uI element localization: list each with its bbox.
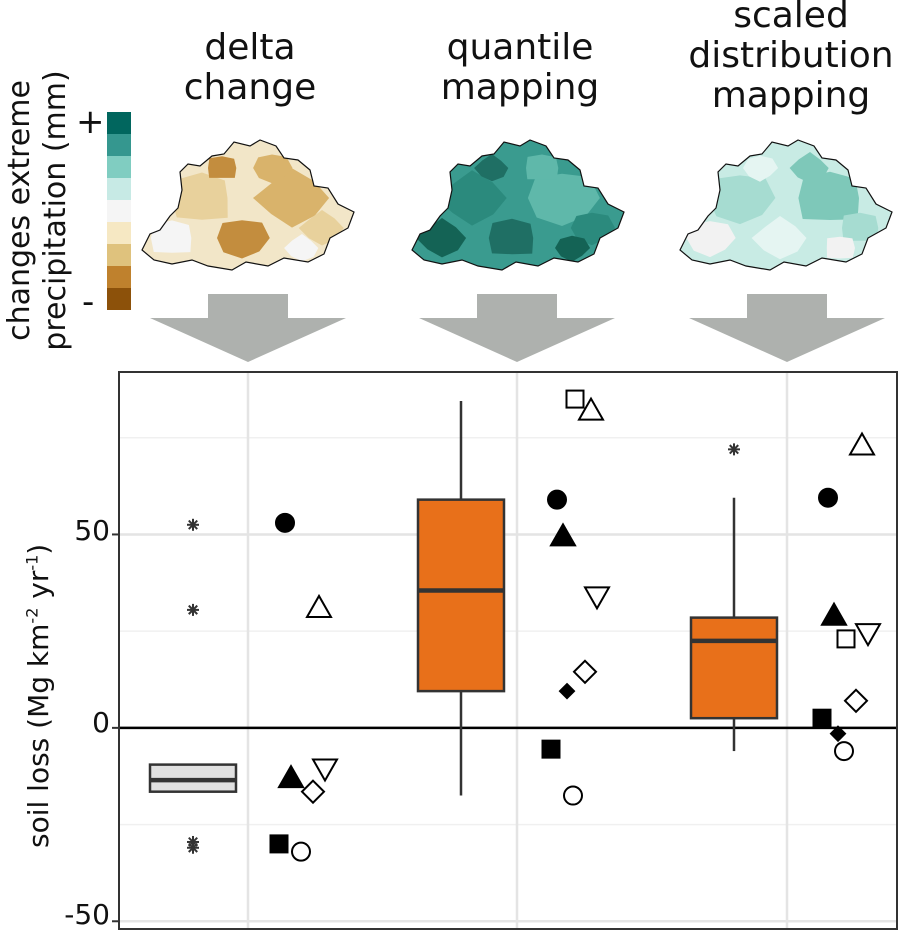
model-point-triangle-down-open (311, 758, 339, 783)
down-arrow (689, 294, 885, 362)
colorbar (107, 112, 131, 310)
colorbar-swatch (107, 288, 131, 310)
model-point-triangle-open (848, 431, 876, 456)
model-point-triangle-open (577, 396, 605, 421)
outlier-star (187, 841, 199, 854)
box (689, 616, 779, 720)
basin-patch (435, 170, 507, 226)
basin-patch (798, 171, 859, 220)
model-point-circle-open (291, 841, 311, 862)
y-tick-label-50: 50 (74, 514, 110, 547)
colorbar-swatch (107, 222, 131, 244)
plot-frame (118, 371, 898, 930)
model-point-triangle-filled (549, 522, 577, 547)
basin-patch (217, 220, 270, 259)
model-point-diamond-filled (558, 682, 576, 700)
colorbar-swatch (107, 112, 131, 134)
y-axis-label: soil loss (Mg km-2 yr-1) (22, 543, 55, 848)
outlier-stroke (188, 604, 198, 615)
method-title-delta-change: delta change (183, 27, 317, 108)
method-title-quantile-mapping: quantile mapping (440, 27, 600, 108)
model-point-circle-filled (275, 512, 295, 533)
outlier-stroke (188, 842, 198, 853)
colorbar-swatch (107, 178, 131, 200)
basin-patch (208, 156, 237, 178)
y-tick-label-minus-50: -50 (64, 898, 110, 931)
colorbar-label: changes extreme precipitation (mm) (2, 70, 73, 351)
basin-patch (284, 234, 319, 262)
model-point-square-filled (541, 739, 561, 759)
model-point-square-open (565, 389, 585, 409)
arrows (150, 294, 885, 362)
basin-patch (789, 152, 829, 184)
basin-outline (141, 139, 355, 271)
model-point-triangle-filled (277, 764, 305, 789)
box (416, 498, 506, 693)
colorbar-swatch (107, 134, 131, 156)
colorbar-swatch (107, 156, 131, 178)
basin-outline (411, 139, 625, 271)
outlier-stroke (729, 444, 739, 455)
colorbar-swatch (107, 200, 131, 222)
model-point-circle-open (563, 785, 583, 806)
colorbar-minus-sign: - (82, 282, 95, 322)
basin-patch (416, 218, 467, 258)
colorbar-swatch (107, 244, 131, 266)
basin-patch (526, 154, 559, 180)
maps (141, 139, 893, 271)
down-arrow (419, 294, 615, 362)
model-point-circle-open (834, 741, 854, 762)
basin-patch (474, 154, 509, 182)
basin-outline (679, 139, 893, 271)
colorbar-swatch (107, 266, 131, 288)
y-tick-label-0: 0 (92, 706, 110, 739)
basin-patch (686, 221, 736, 258)
model-point-triangle-open (305, 593, 333, 618)
model-point-diamond-filled (829, 725, 847, 743)
plot-area (112, 371, 898, 930)
basin-patch (743, 155, 779, 182)
method-title-scaled-distribution-mapping: scaled distribution mapping (688, 0, 894, 116)
outlier-star (728, 443, 740, 456)
basin-map (679, 139, 893, 271)
model-point-triangle-filled (820, 601, 848, 626)
down-arrow (150, 294, 346, 362)
model-point-circle-filled (818, 487, 838, 508)
model-point-square-filled (269, 834, 289, 854)
basin-patch (826, 236, 855, 259)
basin-patch (171, 172, 228, 220)
model-point-diamond-open (843, 688, 869, 714)
model-point-diamond-open (300, 779, 326, 805)
basin-map (141, 139, 355, 271)
basin-patch (253, 154, 293, 184)
basin-patch (527, 173, 600, 226)
basin-patch (488, 218, 534, 255)
basin-patch (842, 212, 879, 241)
basin-patch (555, 235, 591, 262)
model-point-circle-filled (547, 489, 567, 510)
basin-patch (751, 216, 807, 260)
basin-map (411, 139, 625, 271)
outlier-star (187, 518, 199, 531)
model-point-square-filled (812, 708, 832, 728)
outlier-star (187, 603, 199, 616)
model-point-diamond-open (572, 659, 598, 685)
basin-patch (708, 175, 776, 225)
model-point-square-open (836, 629, 856, 649)
model-point-triangle-down-open (583, 586, 611, 611)
model-point-triangle-down-open (854, 623, 882, 648)
basin-patch (150, 220, 192, 253)
colorbar-plus-sign: + (76, 102, 105, 142)
outlier-stroke (188, 519, 198, 530)
